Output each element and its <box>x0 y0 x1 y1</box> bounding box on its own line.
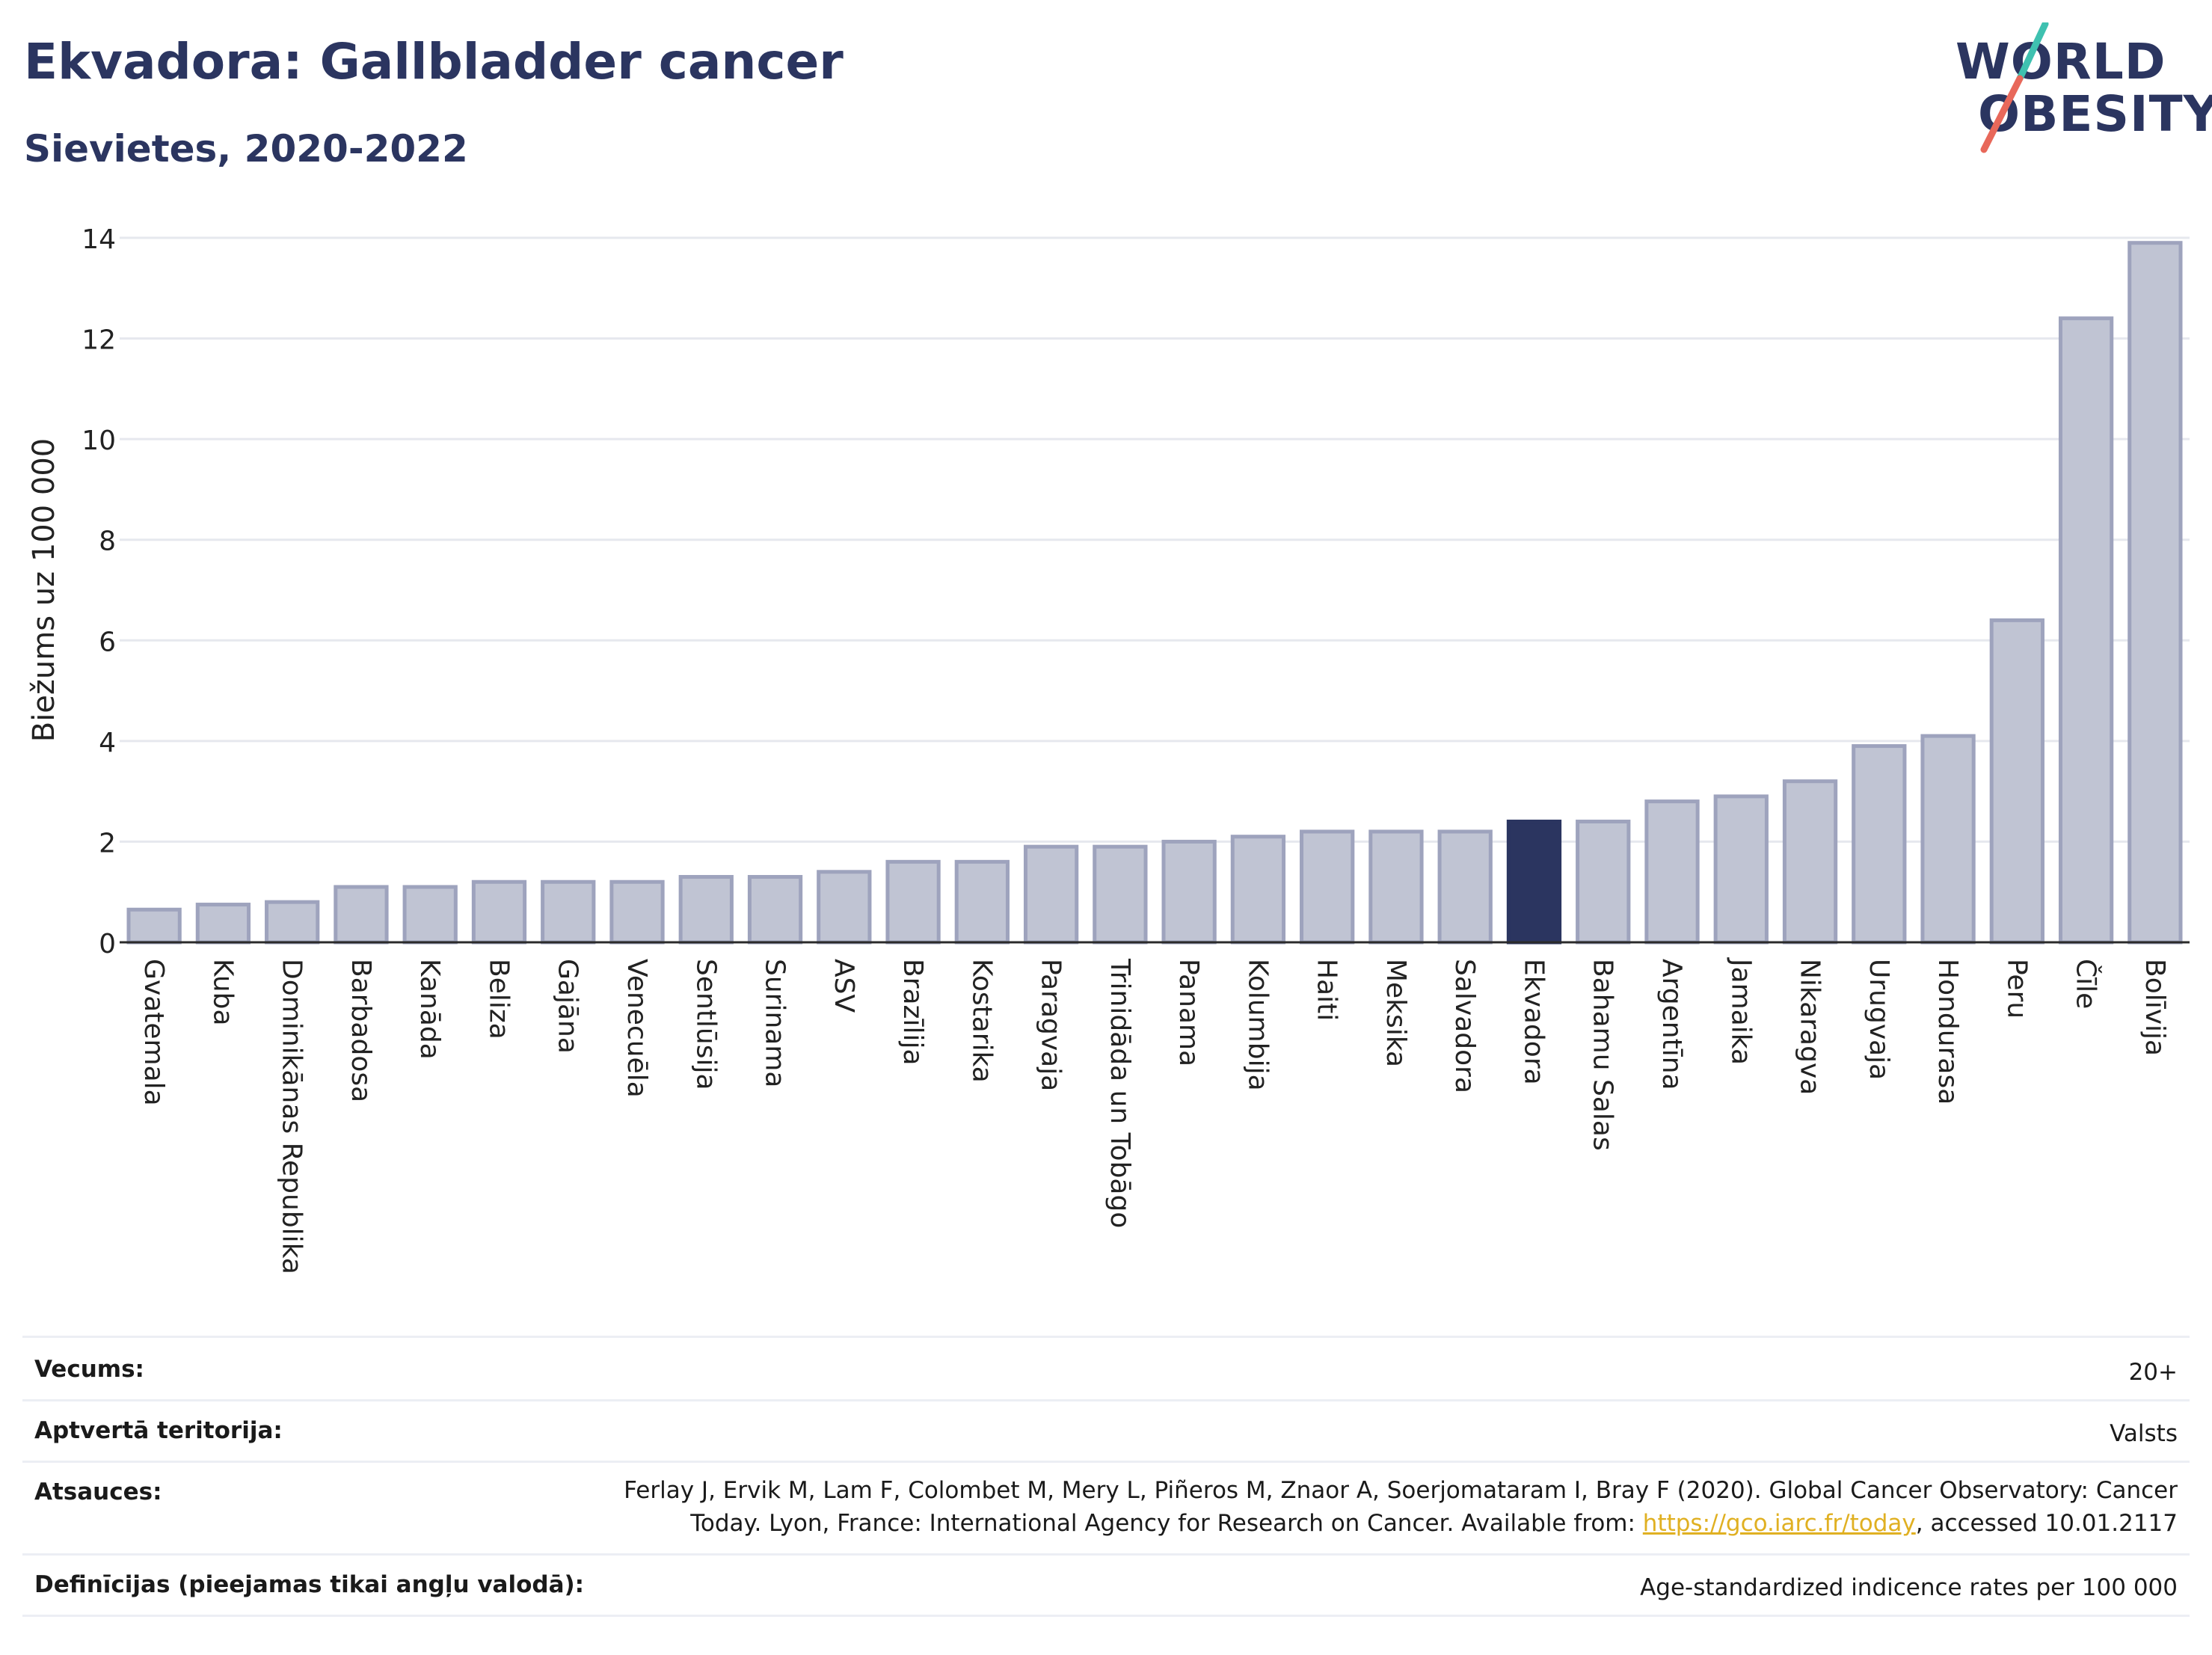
y-tick-label: 2 <box>99 828 116 859</box>
bar-16[interactable] <box>1230 835 1286 945</box>
meta-value: Valsts <box>2110 1420 2178 1447</box>
y-axis-label: Biežums uz 100 000 <box>27 438 61 743</box>
bar-12[interactable] <box>954 859 1010 945</box>
y-tick-label: 10 <box>82 426 116 456</box>
meta-row-age: Vecums: 20+ <box>22 1338 2190 1401</box>
bar-24[interactable] <box>1782 779 1838 945</box>
y-tick-label: 8 <box>99 526 116 557</box>
meta-value: Ferlay J, Ervik M, Lam F, Colombet M, Me… <box>624 1474 2178 1540</box>
bar-28[interactable] <box>2058 316 2114 945</box>
metadata-table: Vecums: 20+ Aptvertā teritorija: Valsts … <box>22 1336 2190 1622</box>
x-tick-label: Gvatemala <box>138 959 169 1106</box>
bar-10[interactable] <box>817 870 872 945</box>
bar-3[interactable] <box>334 885 389 945</box>
meta-row-references: Atsauces: Ferlay J, Ervik M, Lam F, Colo… <box>22 1461 2190 1556</box>
y-tick-label: 12 <box>82 325 116 356</box>
bar-9[interactable] <box>747 875 803 945</box>
bar-20[interactable] <box>1506 820 1562 945</box>
x-tick-label: Venecuēla <box>621 959 652 1098</box>
bar-17[interactable] <box>1300 829 1355 945</box>
x-tick-label: Sentlūsija <box>690 959 721 1090</box>
x-tick-label: Gajāna <box>553 959 583 1054</box>
x-tick-label: Paragvaja <box>1036 959 1066 1091</box>
bar-13[interactable] <box>1023 844 1079 945</box>
x-tick-label: Surinama <box>760 959 790 1087</box>
x-tick-label: Peru <box>2001 959 2032 1019</box>
page-subtitle: Sievietes, 2020-2022 <box>24 127 468 171</box>
grid-lines <box>120 236 2190 843</box>
x-tick-label: Salvadora <box>1449 959 1480 1093</box>
bar-5[interactable] <box>471 879 527 945</box>
bar-14[interactable] <box>1093 844 1148 945</box>
meta-label: Vecums: <box>34 1356 144 1383</box>
bar-11[interactable] <box>885 859 941 945</box>
world-obesity-logo: WORLD OBESITY <box>1948 22 2212 157</box>
bar-6[interactable] <box>541 879 596 945</box>
x-tick-label: Hondurasa <box>1932 959 1963 1105</box>
x-tick-label: Kolumbija <box>1242 959 1273 1091</box>
x-tick-label: Beliza <box>483 959 514 1040</box>
x-tick-label: ASV <box>829 959 859 1013</box>
logo-slash-icon <box>1980 22 2049 153</box>
reference-link[interactable]: https://gco.iarc.fr/today <box>1642 1510 1916 1537</box>
x-tick-label: Dominikānas Republika <box>277 959 307 1274</box>
x-tick-labels: Gvatemala Kuba Dominikānas Republika Barbad… <box>138 957 2170 1274</box>
reference-accessed: , accessed 10.01.2117 <box>1915 1510 2178 1537</box>
bar-15[interactable] <box>1161 839 1217 945</box>
bar-18[interactable] <box>1368 829 1424 945</box>
bar-chart: 0 2 4 6 8 10 12 14 Gvatemala Kuba Dominikānas Rep… <box>27 224 2190 1274</box>
x-tick-label: Ekvadora <box>1518 959 1549 1085</box>
reference-line-1: Ferlay J, Ervik M, Lam F, Colombet M, Me… <box>624 1477 2178 1504</box>
bar-29[interactable] <box>2127 241 2183 945</box>
meta-row-definitions: Definīcijas (pieejamas tikai angļu valod… <box>22 1553 2190 1617</box>
bar-26[interactable] <box>1920 734 1976 945</box>
bar-2[interactable] <box>265 900 320 945</box>
bar-0[interactable] <box>126 907 182 945</box>
page-title: Ekvadora: Gallbladder cancer <box>24 33 844 90</box>
y-tick-labels: 0 2 4 6 8 10 12 14 <box>82 224 116 959</box>
bar-23[interactable] <box>1713 794 1769 945</box>
y-tick-label: 4 <box>99 728 116 758</box>
x-tick-label: Kostarika <box>966 959 997 1083</box>
meta-label: Atsauces: <box>34 1479 162 1505</box>
x-tick-label: Bolīvija <box>2139 959 2170 1056</box>
meta-label: Aptvertā teritorija: <box>34 1417 283 1444</box>
logo-line-1: WORLD <box>1956 33 2166 90</box>
x-tick-label: Kuba <box>207 959 238 1026</box>
x-tick-label: Urugvaja <box>1864 959 1894 1080</box>
logo-line-2: OBESITY <box>1978 85 2212 143</box>
x-tick-label: Haiti <box>1312 959 1342 1021</box>
bar-1[interactable] <box>195 903 251 945</box>
x-tick-label: Kanāda <box>414 959 445 1060</box>
meta-value: 20+ <box>2128 1359 2178 1386</box>
x-tick-label: Argentīna <box>1656 959 1687 1090</box>
x-tick-label: Bahamu Salas <box>1588 959 1618 1151</box>
y-tick-label: 14 <box>82 224 116 255</box>
x-tick-label: Brazīlija <box>897 959 928 1066</box>
bar-7[interactable] <box>609 879 665 945</box>
reference-line-2: Today. Lyon, France: International Agenc… <box>624 1507 2178 1540</box>
bar-8[interactable] <box>678 875 734 945</box>
bar-19[interactable] <box>1437 829 1493 945</box>
meta-label: Definīcijas (pieejamas tikai angļu valod… <box>34 1571 585 1598</box>
bars <box>126 241 2183 945</box>
bar-27[interactable] <box>1989 618 2044 945</box>
bar-25[interactable] <box>1852 744 1907 945</box>
meta-value: Age-standardized indicence rates per 100… <box>1640 1574 2178 1601</box>
x-tick-label: Panama <box>1173 959 1204 1066</box>
bar-4[interactable] <box>402 885 458 945</box>
y-tick-label: 6 <box>99 627 116 657</box>
x-tick-label: Trinidāda un Tobāgo <box>1105 958 1135 1228</box>
x-tick-label: Meksika <box>1380 959 1411 1067</box>
x-tick-label: Jamaika <box>1725 957 1756 1065</box>
x-tick-label: Barbadosa <box>345 959 376 1102</box>
bar-22[interactable] <box>1644 799 1700 945</box>
x-tick-label: Nikaragva <box>1795 959 1825 1095</box>
x-tick-label: Čīle <box>2071 959 2102 1009</box>
meta-row-territory: Aptvertā teritorija: Valsts <box>22 1399 2190 1463</box>
reference-text: Today. Lyon, France: International Agenc… <box>690 1510 1643 1537</box>
y-tick-label: 0 <box>99 929 116 959</box>
bar-21[interactable] <box>1576 820 1631 945</box>
